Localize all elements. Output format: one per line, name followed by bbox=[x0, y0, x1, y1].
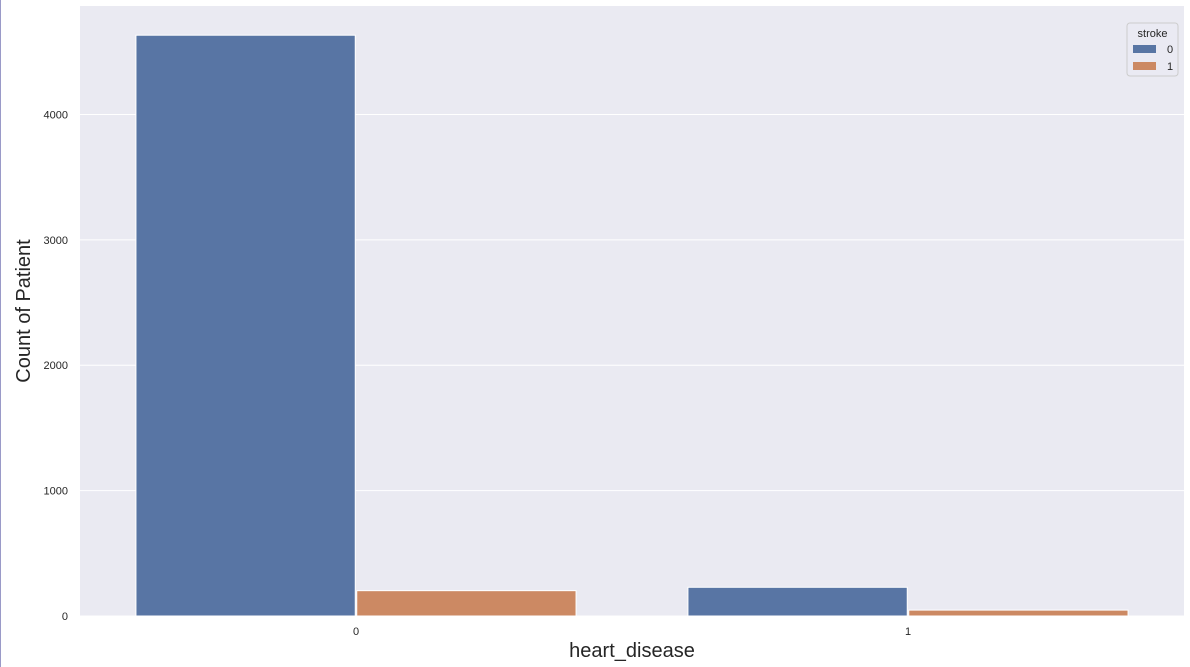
y-tick-label: 1000 bbox=[44, 486, 68, 498]
y-axis-ticks: 0 1000 2000 3000 4000 bbox=[44, 109, 68, 623]
x-tick-label: 1 bbox=[905, 626, 911, 638]
legend-label-0: 0 bbox=[1167, 44, 1173, 56]
y-tick-label: 4000 bbox=[44, 109, 68, 121]
bar-heart-disease-1-stroke-1 bbox=[908, 609, 1129, 617]
bar-heart-disease-0-stroke-1 bbox=[356, 590, 577, 617]
x-tick-label: 0 bbox=[353, 626, 359, 638]
legend: stroke 01 bbox=[1126, 22, 1179, 77]
bar-heart-disease-0-stroke-0 bbox=[135, 34, 356, 617]
y-axis-title: Count of Patient bbox=[13, 239, 35, 383]
bar-heart-disease-1-stroke-0 bbox=[687, 586, 908, 617]
legend-swatch-0 bbox=[1133, 45, 1156, 53]
y-tick-label: 3000 bbox=[44, 235, 68, 247]
x-axis-title: heart_disease bbox=[569, 640, 695, 662]
bars bbox=[135, 34, 1129, 617]
legend-items: 01 bbox=[1133, 44, 1173, 73]
legend-title: stroke bbox=[1138, 28, 1168, 40]
legend-swatch-1 bbox=[1133, 62, 1156, 70]
y-tick-label: 0 bbox=[62, 611, 68, 623]
legend-label-1: 1 bbox=[1167, 61, 1173, 73]
left-edge-rule bbox=[0, 0, 1, 667]
y-tick-label: 2000 bbox=[44, 360, 68, 372]
